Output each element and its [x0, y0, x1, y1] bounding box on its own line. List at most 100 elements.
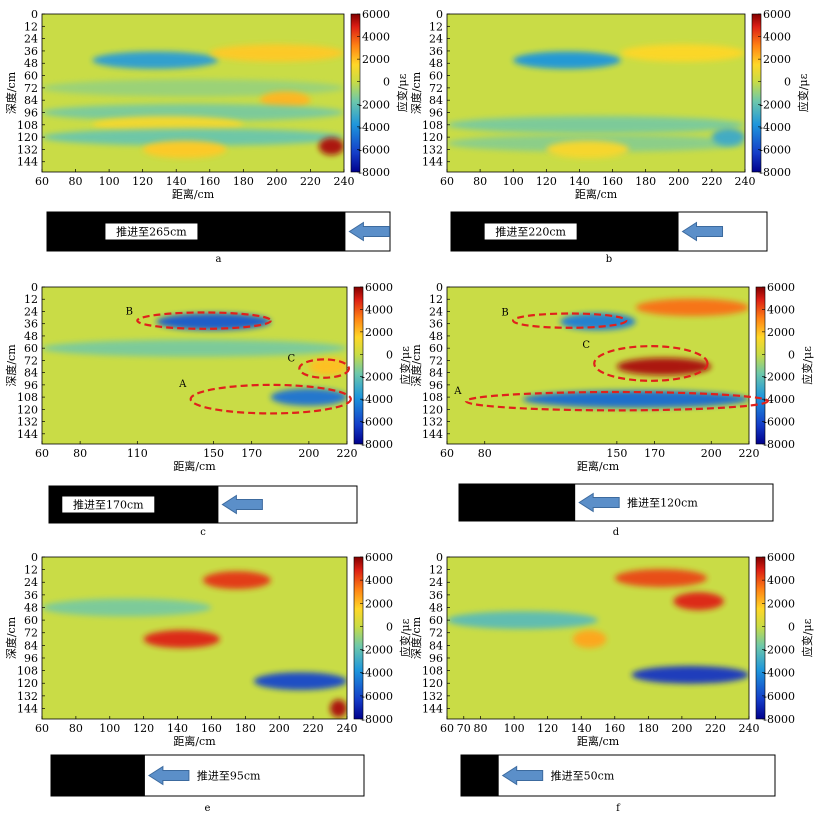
- x-tick-label: 80: [69, 175, 83, 188]
- strain-feature: [447, 611, 598, 630]
- y-tick-label: 144: [17, 702, 38, 715]
- y-tick-label: 60: [429, 70, 443, 83]
- colorbar-tick-label: -6000: [763, 416, 795, 429]
- y-tick-label: 0: [31, 281, 38, 294]
- y-tick-label: 132: [422, 416, 443, 429]
- colorbar-tick-label: 6000: [365, 281, 393, 294]
- advance-label-background: [62, 496, 155, 513]
- x-tick-label: 170: [241, 447, 262, 460]
- colorbar-tick-label: -2000: [759, 98, 791, 111]
- colorbar-tick-label: 2000: [767, 597, 795, 610]
- x-axis-label: 距离/cm: [577, 734, 620, 748]
- y-tick-label: 36: [429, 589, 443, 602]
- x-tick-label: 60: [35, 722, 49, 735]
- colorbar-tick-label: 0: [784, 76, 791, 89]
- y-tick-label: 108: [17, 391, 38, 404]
- y-tick-label: 132: [422, 690, 443, 703]
- colorbar-tick-label: 6000: [365, 551, 393, 564]
- colorbar-tick-label: 0: [386, 620, 393, 633]
- zone-outline: [298, 358, 351, 379]
- zone-outline: [136, 311, 272, 330]
- y-axis-label: 深度/cm: [409, 344, 423, 387]
- colorbar-tick-label: 6000: [362, 8, 390, 21]
- y-tick-label: 0: [436, 8, 443, 21]
- y-tick-label: 0: [436, 551, 443, 564]
- colorbar-tick-label: -8000: [759, 166, 791, 179]
- y-tick-label: 12: [429, 293, 443, 306]
- x-tick-label: 140: [166, 175, 187, 188]
- x-tick-label: 160: [602, 175, 623, 188]
- y-tick-label: 96: [24, 106, 38, 119]
- colorbar-tick-label: -4000: [759, 121, 791, 134]
- advance-label: 推进至50cm: [551, 769, 615, 783]
- y-tick-label: 84: [429, 367, 443, 380]
- colorbar-tick-label: -6000: [763, 690, 795, 703]
- advance-label: 推进至265cm: [116, 225, 187, 239]
- advance-arrow-icon: [578, 492, 620, 513]
- y-tick-label: 96: [24, 652, 38, 665]
- y-tick-label: 48: [429, 330, 443, 343]
- excavated-region: [51, 755, 145, 796]
- strain-feature: [635, 298, 749, 317]
- x-axis-label: 距离/cm: [577, 459, 620, 473]
- strain-feature: [631, 665, 749, 684]
- strain-feature: [156, 313, 271, 331]
- x-tick-label: 100: [503, 175, 524, 188]
- colorbar-tick-label: 6000: [767, 551, 795, 564]
- advance-label: 推进至220cm: [495, 225, 566, 239]
- x-tick-label: 120: [133, 722, 154, 735]
- strain-feature: [209, 44, 344, 62]
- y-tick-label: 132: [422, 143, 443, 156]
- x-tick-label: 220: [739, 447, 760, 460]
- x-tick-label: 140: [571, 722, 592, 735]
- x-tick-label: 240: [337, 722, 358, 735]
- y-tick-label: 108: [422, 665, 443, 678]
- strain-feature: [711, 128, 745, 146]
- x-tick-label: 200: [701, 447, 722, 460]
- y-tick-label: 48: [24, 57, 38, 70]
- colorbar-tick-label: 6000: [763, 8, 791, 21]
- x-tick-label: 200: [298, 447, 319, 460]
- x-tick-label: 220: [300, 175, 321, 188]
- x-tick-label: 180: [635, 175, 656, 188]
- y-tick-label: 12: [24, 564, 38, 577]
- x-tick-label: 170: [644, 447, 665, 460]
- x-tick-label: 220: [701, 175, 722, 188]
- strain-feature: [142, 140, 227, 159]
- x-tick-label: 220: [303, 722, 324, 735]
- y-tick-label: 24: [429, 33, 443, 46]
- x-tick-label: 240: [735, 175, 756, 188]
- y-tick-label: 144: [422, 156, 443, 169]
- y-tick-label: 60: [429, 614, 443, 627]
- strain-feature: [330, 699, 347, 718]
- x-tick-label: 60: [35, 175, 49, 188]
- y-tick-label: 12: [429, 20, 443, 33]
- x-tick-label: 60: [440, 447, 454, 460]
- advance-label: 推进至120cm: [627, 496, 698, 510]
- plot-frame: [446, 13, 746, 173]
- x-tick-label: 80: [69, 722, 83, 735]
- x-tick-label: 120: [537, 722, 558, 735]
- y-tick-label: 132: [17, 416, 38, 429]
- x-axis-label: 距离/cm: [575, 187, 618, 201]
- y-tick-label: 36: [429, 45, 443, 58]
- advance-label-background: [484, 223, 577, 240]
- colorbar-tick-label: -4000: [361, 667, 393, 680]
- strain-feature: [318, 137, 344, 156]
- colorbar: [353, 286, 364, 445]
- colorbar-tick-label: 0: [788, 620, 795, 633]
- zone-label: C: [582, 340, 590, 351]
- plot-frame: [446, 556, 750, 720]
- colorbar-tick-label: 2000: [362, 53, 390, 66]
- y-tick-label: 144: [17, 156, 38, 169]
- x-tick-label: 240: [739, 722, 760, 735]
- x-tick-label: 150: [606, 447, 627, 460]
- strain-feature: [202, 571, 271, 590]
- x-tick-label: 200: [269, 722, 290, 735]
- colorbar-tick-label: -8000: [763, 713, 795, 726]
- colorbar-tick-label: -8000: [361, 438, 393, 451]
- strain-feature: [546, 140, 630, 159]
